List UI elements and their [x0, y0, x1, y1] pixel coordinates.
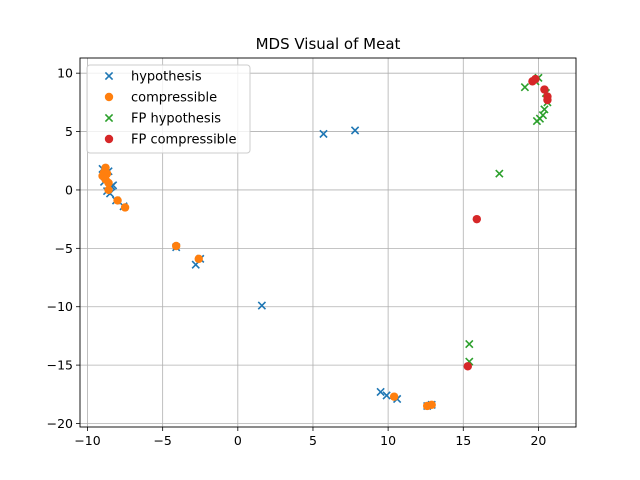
- legend-marker-fp-compressible: [104, 134, 114, 144]
- y-tick-label: −15: [47, 358, 73, 373]
- legend: hypothesis compressible FP hypothesis FP co…: [86, 64, 251, 154]
- fp-hypothesis-point: [520, 83, 530, 92]
- legend-label-compressible: compressible: [131, 91, 217, 106]
- x-tick-label: −10: [74, 433, 100, 448]
- hypothesis-point: [382, 391, 391, 400]
- fp-compressible-point: [463, 362, 472, 371]
- x-tick-label: 10: [380, 433, 396, 448]
- compressible-point: [113, 196, 122, 205]
- fp-compressible-point: [540, 85, 549, 94]
- chart-title: MDS Visual of Meat: [256, 35, 401, 53]
- hypothesis-point: [350, 126, 360, 135]
- series-fp-compressible: [463, 74, 552, 371]
- legend-label-hypothesis: hypothesis: [131, 70, 202, 85]
- plot-frame: [79, 57, 577, 428]
- hypothesis-point: [319, 129, 328, 139]
- compressible-point: [194, 254, 203, 264]
- fp-hypothesis-point: [540, 105, 549, 114]
- series-compressible: [98, 163, 436, 411]
- x-tick-label: −5: [153, 433, 171, 448]
- hypothesis-point: [376, 387, 385, 397]
- fp-hypothesis-point: [495, 169, 504, 178]
- legend-label-fp-hypothesis: FP hypothesis: [131, 112, 221, 127]
- y-tick-label: −20: [47, 416, 73, 431]
- y-tick-label: 0: [65, 182, 73, 197]
- y-tick-label: 5: [65, 124, 73, 139]
- compressible-point: [389, 392, 399, 401]
- x-tick-label: 15: [455, 433, 471, 448]
- compressible-point: [171, 241, 181, 251]
- compressible-point: [427, 400, 436, 410]
- legend-box: [86, 64, 251, 154]
- fp-compressible-point: [531, 74, 540, 84]
- legend-marker-hypothesis: [104, 71, 114, 81]
- legend-label-fp-compressible: FP compressible: [131, 133, 237, 148]
- x-axis-ticks: −10 −5 0 5 10 15 20: [74, 427, 546, 448]
- legend-marker-fp-hypothesis: [104, 113, 114, 123]
- y-axis-ticks: −20 −15 −10 −5 0 5 10: [47, 66, 80, 431]
- x-tick-label: 5: [309, 433, 317, 448]
- y-tick-label: −5: [55, 241, 73, 256]
- x-tick-label: 20: [530, 433, 546, 448]
- compressible-point: [120, 203, 130, 212]
- x-tick-label: 0: [234, 433, 242, 448]
- fp-compressible-point: [543, 95, 552, 105]
- legend-marker-compressible: [104, 92, 114, 102]
- hypothesis-point: [257, 301, 267, 310]
- compressible-point: [104, 178, 113, 188]
- fp-hypothesis-point: [532, 116, 542, 126]
- compressible-point: [104, 185, 113, 195]
- fp-compressible-point: [472, 214, 481, 224]
- y-tick-label: −10: [47, 299, 73, 314]
- y-tick-label: 10: [57, 66, 73, 81]
- data-points: [98, 73, 552, 411]
- fp-hypothesis-point: [465, 339, 474, 349]
